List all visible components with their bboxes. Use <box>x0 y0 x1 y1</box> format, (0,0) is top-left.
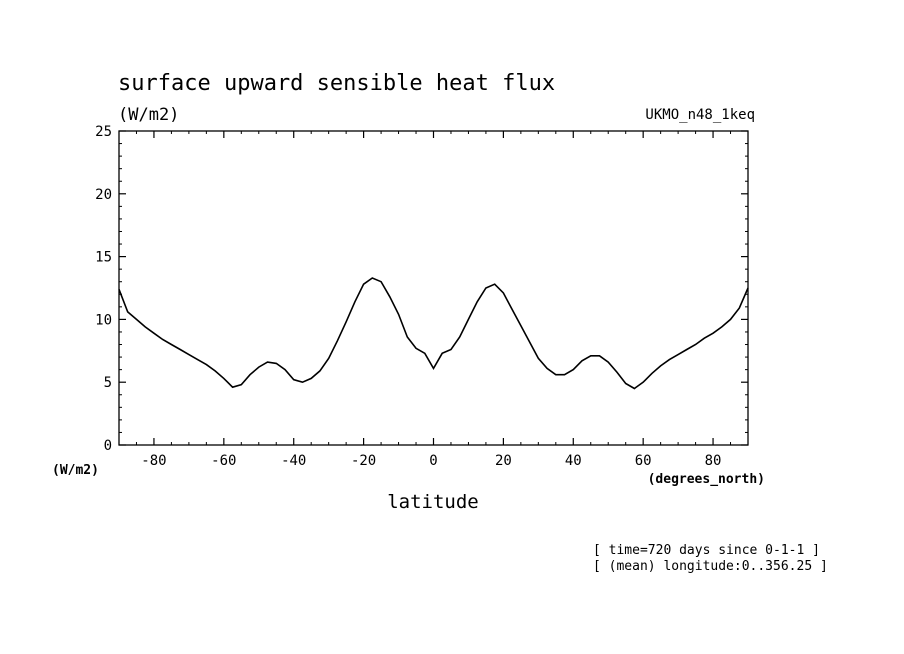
y-tick-label: 0 <box>104 438 112 454</box>
y-tick-label: 15 <box>95 250 112 266</box>
y-tick-label: 25 <box>95 124 112 140</box>
x-tick-label: 60 <box>635 453 652 469</box>
note-time: [ time=720 days since 0-1-1 ] <box>593 543 820 558</box>
chart-title: surface upward sensible heat flux <box>118 71 555 96</box>
plot-frame <box>118 130 749 446</box>
x-tick-label: -20 <box>351 453 376 469</box>
units-label: (W/m2) <box>118 105 179 125</box>
x-tick-label: 80 <box>705 453 722 469</box>
y-tick-label: 10 <box>95 312 112 328</box>
y-units-label: (W/m2) <box>52 463 99 478</box>
x-tick-label: -60 <box>211 453 236 469</box>
x-tick-label: 0 <box>429 453 437 469</box>
minor-ticks <box>119 131 748 445</box>
x-units-label: (degrees_north) <box>648 472 765 487</box>
note-longitude: [ (mean) longitude:0..356.25 ] <box>593 559 828 574</box>
series-line-sensible-heat-flux <box>118 277 749 390</box>
x-tick-label: -80 <box>141 453 166 469</box>
x-axis-label: latitude <box>387 491 479 513</box>
y-axis: 0 5 10 15 20 25 <box>95 124 748 454</box>
model-label: UKMO_n48_1keq <box>645 107 755 123</box>
x-tick-label: 20 <box>495 453 512 469</box>
y-tick-label: 20 <box>95 187 112 203</box>
x-tick-label: 40 <box>565 453 582 469</box>
x-axis: -80 -60 -40 -20 0 20 40 60 80 <box>141 131 721 469</box>
plot-area: 0 5 10 15 20 25 -80 -60 -40 -20 0 20 40 60 80 <box>95 124 749 469</box>
x-tick-label: -40 <box>281 453 306 469</box>
y-tick-label: 5 <box>104 375 112 391</box>
